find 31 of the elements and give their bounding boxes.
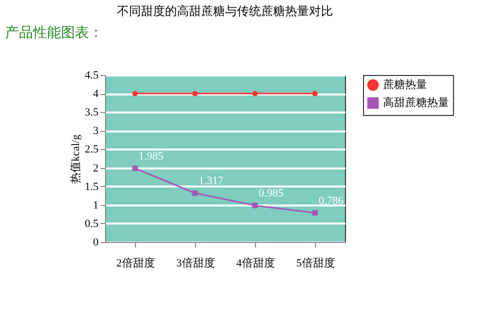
x-tick-label: 4倍甜度 (236, 256, 275, 270)
point (312, 90, 318, 96)
data-label: 0.786 (318, 194, 344, 207)
chart-title: 不同甜度的高甜蔗糖与传统蔗糖热量对比 (117, 4, 333, 18)
data-label: 0.985 (258, 187, 284, 200)
legend-label: 蔗糖热量 (383, 78, 427, 91)
y-tick-label: 1.5 (84, 180, 99, 193)
point (312, 210, 318, 216)
point (192, 190, 198, 196)
point (132, 166, 138, 172)
y-tick-label: 0 (93, 236, 99, 248)
point (132, 90, 138, 96)
y-tick-label: 1 (93, 199, 98, 212)
y-axis-title: 热值kcal/g (70, 134, 82, 184)
legend-label: 高甜蔗糖热量 (383, 96, 449, 109)
y-tick-label: 3 (93, 125, 99, 138)
data-label: 1.317 (198, 175, 224, 188)
point (192, 90, 198, 96)
y-tick-label: 2.5 (84, 144, 99, 156)
text: 产品性能图表： (5, 25, 103, 41)
data-label: 1.985 (138, 150, 164, 162)
point (252, 202, 258, 208)
x-tick-label: 3倍甜度 (176, 256, 215, 270)
x-tick-label: 2倍甜度 (116, 256, 155, 270)
y-tick-label: 0.5 (84, 218, 99, 230)
y-tick-label: 2 (93, 162, 98, 174)
x-tick-label: 5倍甜度 (296, 256, 335, 270)
y-tick-label: 3.5 (84, 106, 99, 119)
point (252, 90, 258, 96)
y-tick-label: 4.5 (84, 70, 99, 82)
y-tick-label: 4 (93, 88, 99, 100)
